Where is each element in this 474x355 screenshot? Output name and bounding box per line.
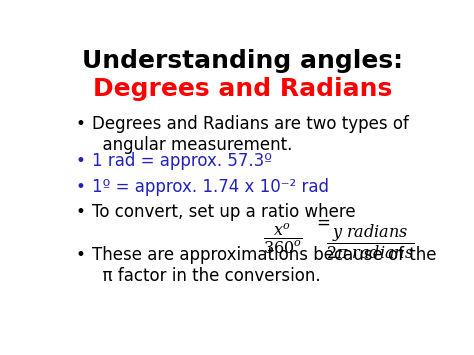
Text: $\dfrac{y\ \mathit{radians}}{2\pi\ \mathit{radians}}$: $\dfrac{y\ \mathit{radians}}{2\pi\ \math… xyxy=(326,222,414,261)
Text: 1º = approx. 1.74 x 10⁻² rad: 1º = approx. 1.74 x 10⁻² rad xyxy=(92,178,329,196)
Text: Degrees and Radians: Degrees and Radians xyxy=(93,77,392,101)
Text: •: • xyxy=(76,152,86,170)
Text: To convert, set up a ratio where: To convert, set up a ratio where xyxy=(92,202,356,220)
Text: •: • xyxy=(76,202,86,220)
Text: Degrees and Radians are two types of
  angular measurement.: Degrees and Radians are two types of ang… xyxy=(92,115,409,154)
Text: •: • xyxy=(76,115,86,133)
Text: Understanding angles:: Understanding angles: xyxy=(82,49,403,73)
Text: $\dfrac{x^o}{360^o}$: $\dfrac{x^o}{360^o}$ xyxy=(263,222,303,256)
Text: These are approximations because of the
  π factor in the conversion.: These are approximations because of the … xyxy=(92,246,437,285)
Text: •: • xyxy=(76,178,86,196)
Text: •: • xyxy=(76,246,86,264)
Text: $=$: $=$ xyxy=(313,213,330,231)
Text: 1 rad = approx. 57.3º: 1 rad = approx. 57.3º xyxy=(92,152,272,170)
